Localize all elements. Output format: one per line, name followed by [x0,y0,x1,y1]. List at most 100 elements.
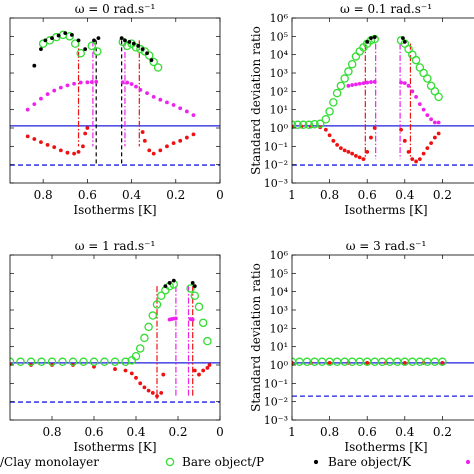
panel-1-bare_k-point [149,58,154,63]
panel-2-red_series-point [365,149,370,154]
panel-4-red_series-point [327,361,332,365]
panel-1-red_series-point [81,144,85,149]
panel-4-xtick-label: 1 [288,425,296,439]
panel-2-xtick-label: 0.8 [320,188,339,202]
panel-2-ytick-label: 10⁶ [270,12,289,25]
panel-3-bare_p-point [79,357,88,367]
panel-3-red_series-point [142,385,147,390]
panel-3-bare_p-point [110,357,120,367]
panel-3-bare_p-point [131,352,141,361]
panel-4-xtick-label: 0.4 [395,425,414,439]
panel-3: ω = 1 rad.s⁻¹ 0.8 0.6 0.4 0.2 0 Isotherms [K] [9,239,224,454]
panel-2-xtick-label: 0.4 [395,188,414,202]
panel-2-red_series-point [338,146,343,151]
panel-4-xtick-label: 0.2 [433,425,452,439]
panel-2-red_series-point [410,157,415,162]
panel-2-ytick-label: 10⁻³ [264,177,288,190]
panel-1-magenta_series-point [39,96,43,101]
panel-1-red_series-point [65,150,70,155]
panel-4-bare_p-point [408,357,417,367]
panel-2-bare_k-point [365,39,370,44]
panel-2-bare_p-point [299,120,308,130]
panel-4-bare_p-point [438,357,447,367]
panel-2-plot-area [292,34,474,166]
panel-4-ytick-label: 10² [270,322,288,335]
panel-1-plot-area [10,30,220,166]
panel-3-bare_p-point [194,302,204,312]
panel-4-ylabel: Standard deviation ratio [249,263,263,412]
panel-1-bare_k-point [50,36,54,41]
panel-1-bare_k-point [32,63,37,68]
panel-3-bare_p-point [198,318,208,328]
panel-2-magenta_series-point [414,94,418,99]
panel-3-red_series-point [192,368,197,373]
panel-1-red_series-point [58,148,63,153]
panel-1-bare_p-point [122,41,132,51]
panel-2-title: ω = 0.1 rad.s⁻¹ [340,2,432,16]
panel-2-magenta_series-point [432,120,437,125]
panel-4-xtick-label: 0.8 [320,425,339,439]
panel-4-ytick-label: 10⁻¹ [264,377,288,390]
panel-4-plot-area [292,357,474,397]
panel-4-title: ω = 3 rad.s⁻¹ [346,239,427,253]
panel-2-axes-frame [291,17,474,184]
panel-1-red_series-point [83,131,88,136]
panel-1-bare_k-point [69,32,74,37]
panel-2-magenta_series-point [372,79,377,84]
panel-1-magenta_series-point [151,94,156,99]
panel-1-red_series-point [85,126,90,130]
panel-2-bare_p-point [434,92,443,102]
panel-3-xtick-label: 0 [216,425,224,439]
panel-1-bare_p-point [131,43,141,52]
panel-3-red_series-point [138,381,143,386]
panel-2-bare_p-point [340,74,349,83]
panel-3-bare_p-point [186,284,195,293]
panel-3-bare_p-point [121,357,130,367]
panel-4-red_series-point [365,361,370,365]
panel-3-bare_k-point [163,284,168,289]
panel-1-bare_k-point [136,44,141,48]
panel-1-magenta_series-point [32,102,37,107]
panel-2: ω = 0.1 rad.s⁻¹ 10⁻³ 10⁻² 10⁻¹ 10⁰ 10¹ 10² 10³ 1… [249,2,474,217]
panel-1-red_series-point [151,151,156,156]
panel-1-magenta_series-point [158,97,163,102]
panel-1-bare_k-point [43,38,48,43]
panel-3-xtick-label: 0.6 [84,425,103,439]
panel-1-xtick-label: 0.2 [166,188,185,202]
panel-2-bare_p-point [332,88,342,98]
panel-4-ytick-label: 10³ [270,304,288,317]
panel-2-red_series-point [331,138,336,143]
panel-4-bare_p-point [295,357,304,367]
panel-1-bare_k-point [140,47,145,52]
panel-2-red_series-point [429,141,434,146]
panel-2-ytick-label: 10⁻² [264,159,288,172]
panel-3-red_series-point [205,365,210,370]
panel-2-magenta_series-point [365,80,370,85]
panel-2-red_series-point [342,148,347,153]
panel-4-ytick-label: 10⁵ [270,267,288,280]
panel-2-xtick-label: 0.2 [433,188,452,202]
panel-1-xlabel: Isotherms [K] [73,203,156,217]
panel-1-magenta_series-point [178,106,183,111]
panel-3-red_series-point [197,372,201,377]
panel-2-bare_p-point [304,120,314,130]
panel-3-bare_k-point [192,284,197,289]
panel-2-red_series-point [327,133,332,138]
panel-1-bare_p-point [65,32,74,41]
panel-3-title: ω = 1 rad.s⁻¹ [75,239,156,253]
panel-3-bare_p-point [89,357,99,367]
panel-3-bare_p-point [26,357,36,367]
panel-1-red_series-point [45,142,50,147]
panel-3-bare_p-point [68,357,78,367]
panel-1-bare_k-point [127,39,132,44]
panel-2-magenta_series-point [357,81,362,86]
panel-2-magenta_series-point [436,120,441,125]
panel-4-ytick-label: 10⁻² [264,396,288,409]
panel-2-ylabel: Standard deviation ratio [249,26,263,175]
panel-2-red_series-point [421,151,426,156]
panel-3-red_series-point [113,367,117,371]
panel-2-red_series-point [369,135,373,140]
panel-2-magenta_series-point [421,107,426,112]
panel-3-magenta_series-point [174,316,178,321]
panel-1-magenta_series-point [45,92,50,97]
